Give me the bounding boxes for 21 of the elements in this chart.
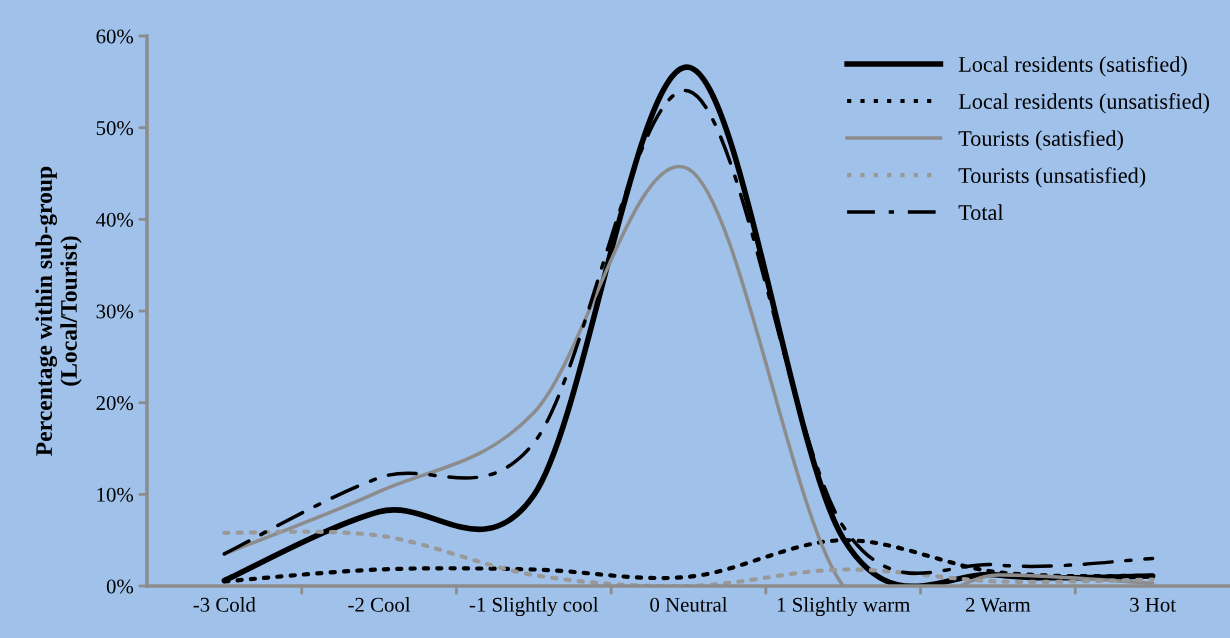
x-tick-label: 3 Hot <box>1130 597 1176 612</box>
line-series <box>222 529 1155 586</box>
y-tick-label: 30% <box>96 304 134 319</box>
x-tick-label: -2 Cool <box>348 597 411 612</box>
x-tick-label: 2 Warm <box>966 597 1031 612</box>
x-tick-label: 0 Neutral <box>650 597 728 612</box>
y-tick-label: 40% <box>96 212 134 227</box>
y-tick-label: 20% <box>96 396 134 411</box>
y-tick-label: 60% <box>96 29 134 44</box>
x-tick-label: 1 Slightly warm <box>777 597 911 617</box>
legend-label: Tourists (satisfied) <box>958 130 1123 151</box>
legend-label: Local residents (unsatisfied) <box>958 93 1210 114</box>
legend-label: Local residents (satisfied) <box>958 56 1187 77</box>
y-tick-label: 50% <box>96 121 134 136</box>
legend-label: Total <box>958 204 1004 220</box>
y-axis-title: Percentage within sub-group (Local/Tourist) <box>35 166 82 456</box>
y-tick-label: 0% <box>106 579 134 594</box>
legend-label: Tourists (unsatisfied) <box>958 167 1146 188</box>
y-tick-label: 10% <box>97 487 134 502</box>
x-tick-label: -3 Cold <box>193 597 256 612</box>
x-tick-label: -1 Slightly cool <box>469 597 599 617</box>
